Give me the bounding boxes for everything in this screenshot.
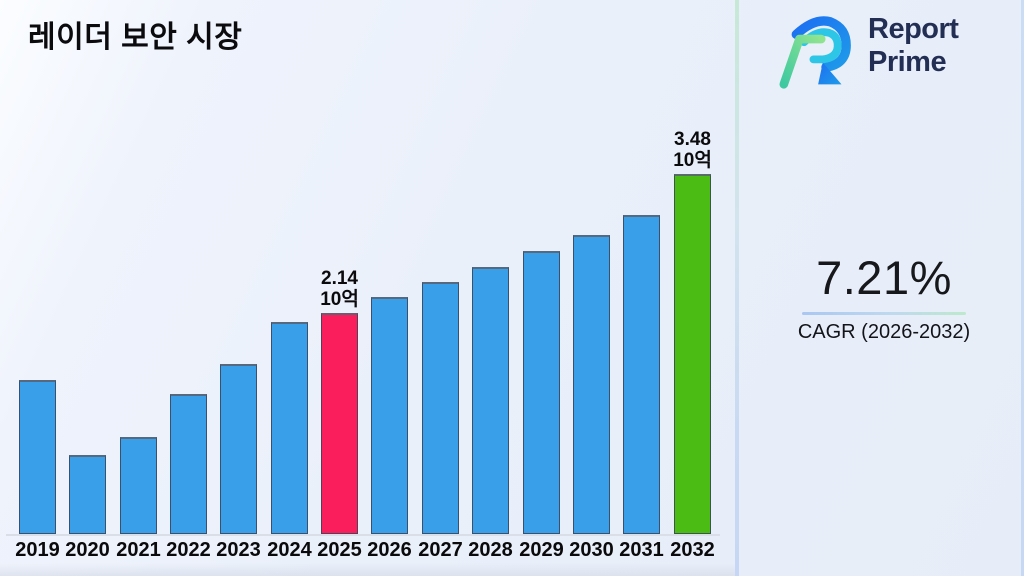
x-axis-label-2024: 2024 (267, 539, 312, 561)
bar-value-unit: 10억 (673, 150, 712, 171)
bar-2031 (623, 215, 660, 534)
bar-2030 (573, 235, 610, 534)
logo-text-line2: Prime (868, 46, 947, 78)
x-axis-label-2025: 2025 (317, 539, 362, 561)
report-prime-logo: Report Prime (776, 10, 959, 90)
bottom-fade-strip (0, 563, 736, 576)
bar-2026 (371, 297, 408, 534)
x-axis-label-2030: 2030 (569, 539, 614, 561)
page-title: 레이더 보안 시장 (28, 21, 243, 54)
x-axis-label-2020: 2020 (65, 539, 110, 561)
report-prime-logo-icon (779, 16, 851, 89)
bar-2028 (472, 267, 509, 534)
bar-2025 (321, 313, 358, 534)
bar-2027 (422, 282, 459, 534)
cagr-value: 7.21% (816, 251, 952, 304)
x-axis-label-2029: 2029 (519, 539, 564, 561)
x-axis-label-2021: 2021 (116, 539, 161, 561)
bar-2022 (170, 394, 207, 534)
cagr-block: 7.21% CAGR (2026-2032) (784, 250, 984, 344)
logo-text-line1: Report (868, 13, 959, 45)
x-axis-label-2032: 2032 (670, 539, 715, 561)
bar-2021 (120, 437, 157, 534)
bar-chart: 2019 2020 2021 2022 2023 2024 2025 2026 2027 2028… (6, 129, 720, 561)
x-axis-label-2027: 2027 (418, 539, 463, 561)
right-edge-line (1021, 0, 1024, 576)
bar-2020 (69, 455, 106, 534)
x-axis-label-2022: 2022 (166, 539, 211, 561)
bar-2023 (220, 364, 257, 534)
cagr-underline (802, 312, 966, 315)
x-axis-label-2031: 2031 (619, 539, 664, 561)
report-prime-logo-text: Report Prime (868, 13, 959, 79)
bar-value-label-2025: 2.14 10억 (320, 268, 359, 310)
bar-value-label-2032: 3.48 10억 (673, 129, 712, 171)
bar-2024 (271, 322, 308, 534)
bar-value-number: 3.48 (674, 129, 711, 150)
x-axis-label-2023: 2023 (216, 539, 261, 561)
bar-2019 (19, 380, 56, 534)
cagr-label: CAGR (2026-2032) (797, 321, 971, 343)
bar-2029 (523, 251, 560, 534)
bar-2032 (674, 174, 711, 534)
x-axis-label-2028: 2028 (468, 539, 513, 561)
x-axis-baseline (6, 534, 720, 536)
vertical-separator-line (735, 0, 739, 576)
bar-value-number: 2.14 (321, 268, 358, 289)
x-axis-label-2026: 2026 (367, 539, 412, 561)
x-axis-label-2019: 2019 (15, 539, 60, 561)
bar-value-unit: 10억 (320, 289, 359, 310)
